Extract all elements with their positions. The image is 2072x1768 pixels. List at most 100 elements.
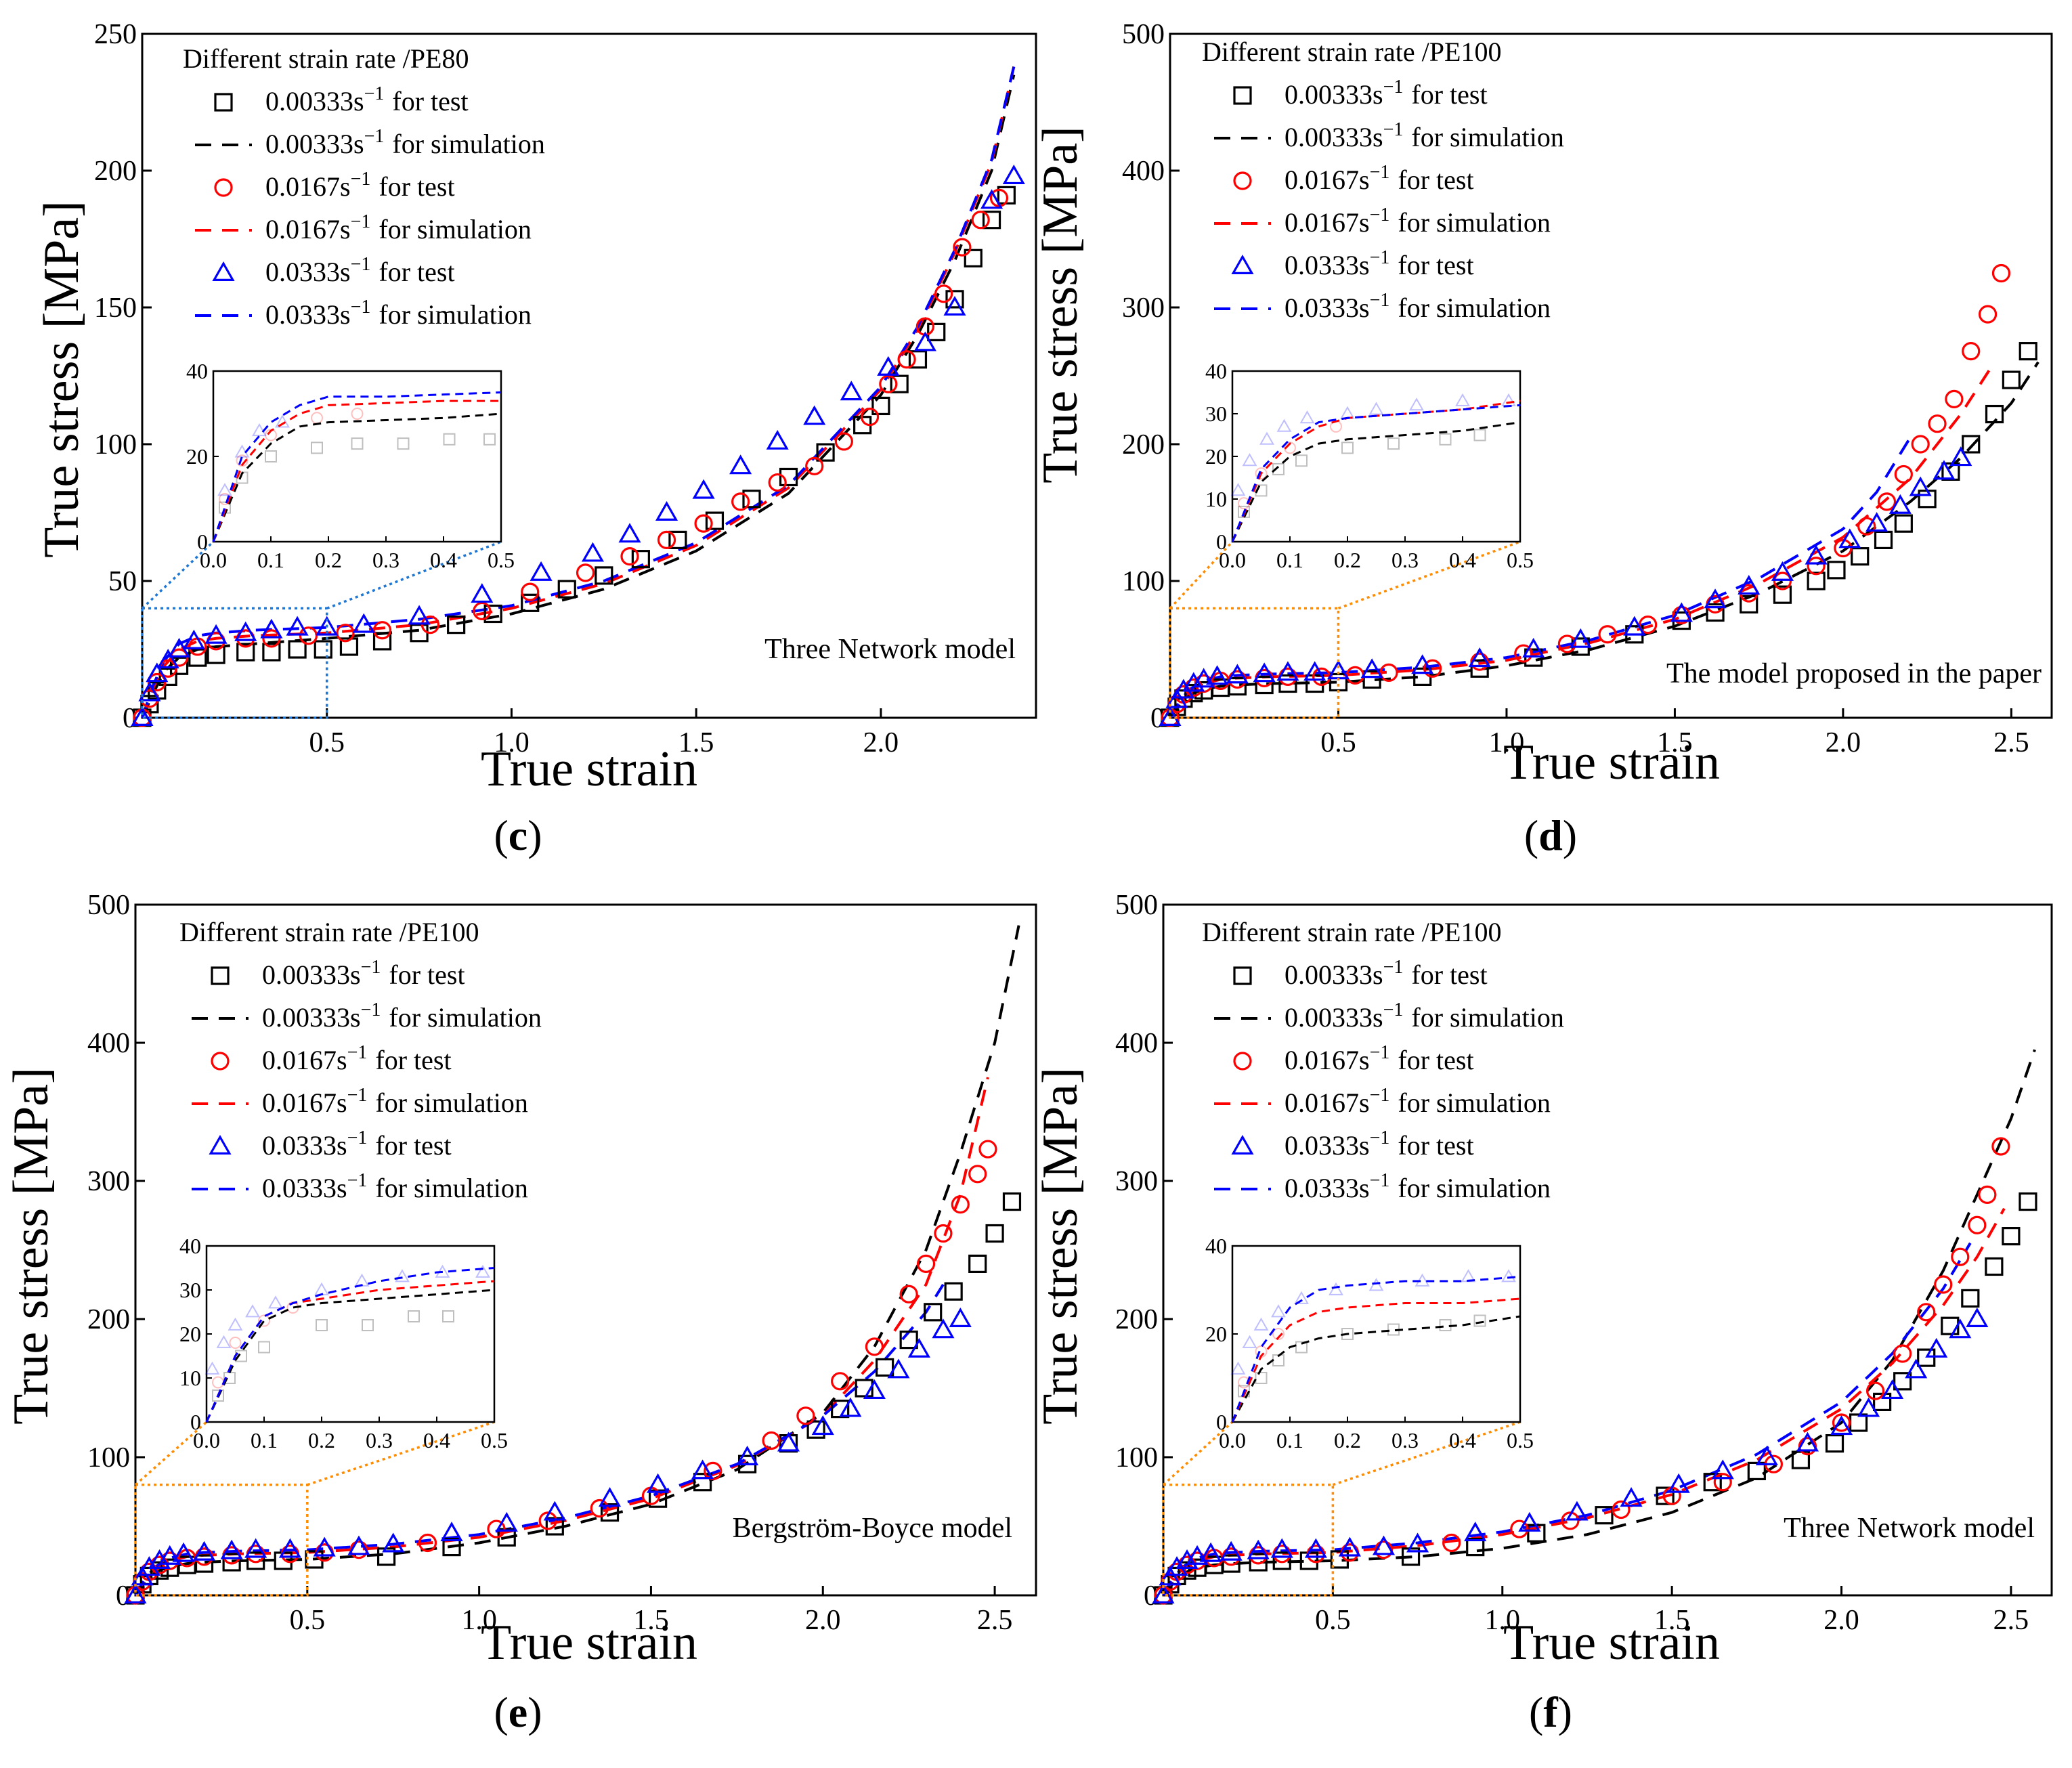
legend-marker: [1231, 1134, 1254, 1155]
legend-exponent: −1: [1370, 1127, 1390, 1148]
y-tick-label: 200: [87, 1304, 130, 1335]
test-point: [336, 624, 355, 643]
y-tick-label: 100: [87, 1442, 130, 1473]
y-tick-label: 400: [1122, 156, 1165, 187]
test-point: [131, 1566, 154, 1586]
test-point: [1175, 1549, 1199, 1569]
legend-suffix: for simulation: [392, 129, 545, 159]
inset-frame: [1231, 1245, 1521, 1423]
panel-label-letter: d: [1538, 811, 1563, 859]
test-point: [1514, 644, 1533, 663]
inset-test-point: [351, 437, 364, 450]
inset-test-point: [1255, 1372, 1268, 1384]
legend-suffix: for simulation: [1398, 207, 1551, 238]
inset-y-tick-label: 0: [1216, 1410, 1227, 1434]
legend-rate: 0.0333s: [1285, 250, 1370, 280]
test-point: [951, 1195, 970, 1214]
inset-test-series-0: [1238, 429, 1486, 518]
plot-frame: [1162, 903, 2053, 1597]
legend-rate: 0.0333s: [265, 257, 351, 287]
legend-exponent: −1: [1370, 1170, 1390, 1191]
inset-test-point: [1253, 1317, 1269, 1331]
test-point: [1672, 605, 1691, 625]
inset-test-point: [1341, 441, 1354, 454]
test-point: [964, 249, 983, 267]
inset-x-tick-label: 0.1: [251, 1428, 278, 1452]
inset-x-tick-label: 0.2: [308, 1428, 335, 1452]
test-point: [834, 432, 853, 451]
test-point: [1706, 603, 1725, 622]
x-axis-label: True strain: [1503, 735, 1720, 790]
inset-test-point: [216, 1335, 232, 1348]
y-tick-label: 100: [1122, 566, 1165, 597]
x-tick-label: 1.5: [1657, 727, 1693, 758]
zoom-box: [1169, 607, 1340, 719]
test-point: [934, 284, 953, 303]
test-point: [1825, 1434, 1844, 1453]
inset-x-tick-label: 0.3: [1391, 1428, 1419, 1452]
x-tick-label: 0.5: [1320, 727, 1356, 758]
inset-x-tick-label: 0.3: [1391, 548, 1419, 572]
test-point: [1857, 517, 1876, 536]
y-tick-label: 150: [94, 293, 137, 324]
test-point: [668, 530, 687, 550]
test-point: [705, 511, 725, 530]
inset-y-tick-label: 20: [1205, 444, 1227, 469]
test-point: [146, 662, 169, 683]
test-point: [779, 467, 798, 487]
y-tick-label: 250: [94, 19, 137, 50]
inset-test-point: [311, 441, 323, 454]
legend-marker: [214, 178, 233, 197]
legend-label: 0.0167s−1 for test: [1285, 162, 1474, 195]
test-point: [1991, 263, 2011, 283]
x-axis-label: True strain: [481, 1615, 697, 1670]
legend-suffix: for test: [379, 257, 454, 287]
inset-simulation-curve-2: [205, 1267, 495, 1423]
legend-label: 0.00333s−1 for simulation: [1285, 999, 1564, 1033]
legend-exponent: −1: [351, 254, 371, 275]
inset-simulation-curve-0: [212, 412, 502, 542]
inset-test-point: [275, 414, 290, 428]
test-point: [1807, 572, 1826, 590]
test-point: [1711, 1459, 1734, 1480]
inset-test-point: [228, 1317, 243, 1331]
inset-test-point: [1473, 429, 1486, 441]
model-label: Three Network model: [1784, 1513, 2035, 1544]
inset-frame: [212, 370, 502, 543]
inset-test-point: [362, 1319, 374, 1331]
test-point: [1186, 1545, 1209, 1565]
x-tick-label: 0.5: [309, 727, 345, 758]
test-point: [1893, 1372, 1912, 1391]
test-point: [148, 1549, 171, 1569]
legend-suffix: for simulation: [389, 1002, 542, 1033]
test-point: [1968, 1215, 1987, 1234]
inset-x-tick-label: 0.1: [1276, 548, 1303, 572]
test-point: [158, 1545, 181, 1565]
test-point: [949, 1307, 972, 1327]
inset-test-point: [1473, 1314, 1486, 1327]
test-point: [150, 1561, 169, 1580]
legend-rate: 0.0333s: [262, 1173, 347, 1203]
test-point: [934, 1224, 953, 1243]
test-point: [1978, 305, 1998, 324]
y-tick-label: 400: [87, 1028, 130, 1059]
legend-exponent: −1: [1383, 999, 1404, 1020]
inset-x-tick-label: 0.2: [315, 548, 342, 572]
legend-rate: 0.0167s: [265, 214, 351, 244]
inset-test-point: [1501, 1269, 1516, 1282]
inset-test-point: [245, 1304, 260, 1318]
legend-exponent: −1: [351, 297, 371, 318]
test-point: [1249, 1553, 1268, 1572]
inset-test-point: [1255, 467, 1268, 480]
test-point: [1703, 1473, 1722, 1492]
test-point: [1182, 672, 1205, 692]
inset-test-point: [1272, 1328, 1285, 1340]
inset-x-tick-label: 0.4: [430, 548, 457, 572]
x-axis-label: True strain: [1503, 1615, 1720, 1670]
inset-y-tick-label: 0: [197, 530, 208, 554]
legend-label: 0.0167s−1 for test: [1285, 1042, 1474, 1075]
test-point: [1832, 1413, 1851, 1432]
inset-simulation-curve-2: [1231, 404, 1521, 542]
